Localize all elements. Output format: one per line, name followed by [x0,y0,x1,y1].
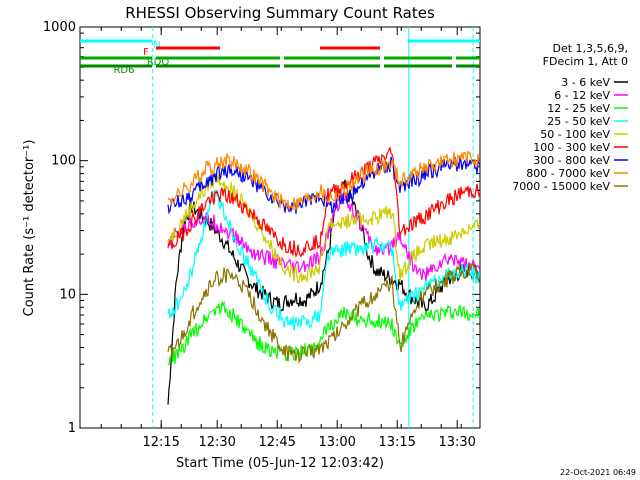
flag-label: N [153,40,160,51]
series-line-0 [167,179,480,405]
series-line-5 [167,146,480,258]
chart-title: RHESSI Observing Summary Count Rates [125,4,435,22]
flag-label: F [143,47,149,58]
legend-entry-label: 6 - 12 keV [554,89,610,102]
x-tick-label: 12:15 [142,435,179,450]
y-tick-label: 100 [51,154,76,169]
x-tick-label: 13:15 [378,435,415,450]
x-tick-label: 13:30 [438,435,475,450]
footer-date: 22-Oct-2021 06:49 [560,468,636,477]
series-line-4 [167,172,480,284]
y-axis-label: Count Rate (s⁻¹ detector⁻¹) [22,140,37,317]
legend-entry-label: 7000 - 15000 keV [512,180,610,193]
legend: Det 1,3,5,6,9,FDecim 1, Att 0 3 - 6 keV6 … [512,42,628,193]
x-axis-label: Start Time (05-Jun-12 12:03:42) [176,456,384,471]
legend-entry-label: 3 - 6 keV [561,76,610,89]
y-tick-label: 10 [59,287,76,302]
legend-entry-label: 300 - 800 keV [533,154,610,167]
flag-label: RDO [147,57,170,68]
x-tick-label: 12:30 [198,435,235,450]
flag-label: RD6 [113,65,134,76]
legend-entry-label: 100 - 300 keV [533,141,610,154]
legend-entry-label: 12 - 25 keV [547,102,610,115]
series-line-6 [167,156,480,215]
legend-entry-label: 800 - 7000 keV [526,167,610,180]
series-line-3 [167,189,480,331]
plot-area: 1 10 100 1000 12:15 12:30 12:45 13:00 13:15 13:30… [43,20,481,450]
y-tick-label: 1 [68,421,76,436]
series-line-7 [167,150,480,211]
legend-entry-label: 50 - 100 keV [540,128,610,141]
legend-header: Det 1,3,5,6,9, [552,42,628,55]
y-tick-label: 1000 [43,20,76,35]
series-line-8 [167,262,480,364]
series-line-2 [167,300,480,366]
legend-entry-label: 25 - 50 keV [547,115,610,128]
x-tick-label: 13:00 [318,435,355,450]
x-tick-label: 12:45 [258,435,295,450]
legend-header: FDecim 1, Att 0 [543,55,628,68]
plot-frame [79,26,481,429]
